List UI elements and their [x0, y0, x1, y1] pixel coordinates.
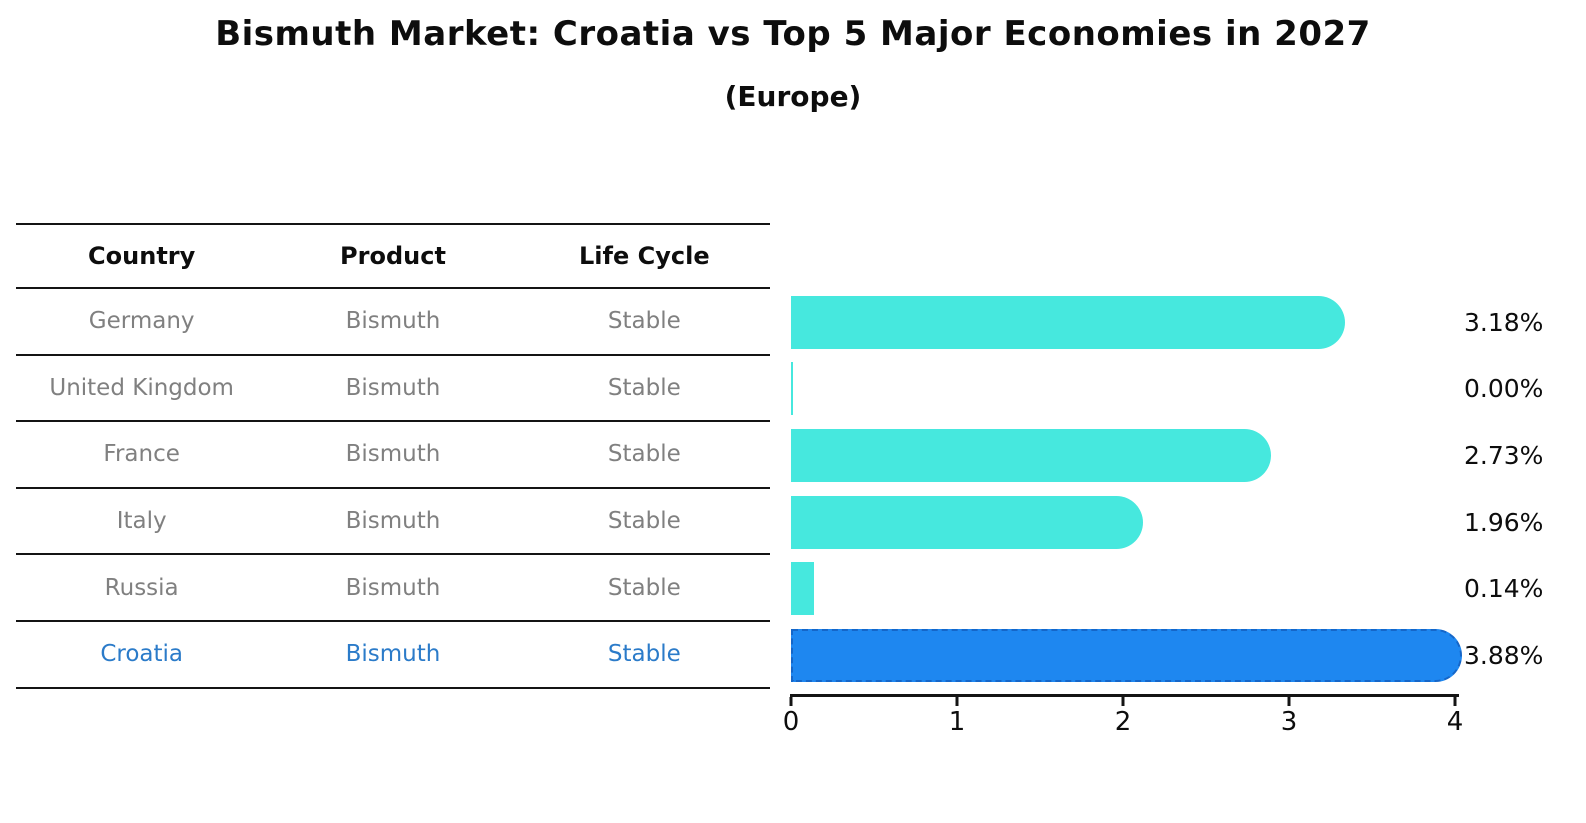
table-header-country: Country [88, 242, 196, 270]
table-row: Russia Bismuth Stable [16, 555, 770, 622]
x-tick-label: 1 [948, 707, 966, 737]
table-cell-country: Germany [88, 308, 195, 335]
bar-value-label: 0.14% [1464, 574, 1544, 604]
table-cell-life-cycle: Stable [607, 308, 681, 335]
table-header-row: Country Product Life Cycle [16, 223, 770, 289]
bar-france [791, 428, 1271, 482]
table-row: Italy Bismuth Stable [16, 489, 770, 556]
table-header-life-cycle: Life Cycle [579, 242, 710, 270]
bar-row: 1.96% [791, 489, 1586, 556]
bar-row: 0.14% [791, 555, 1586, 622]
table-cell-country: France [103, 441, 180, 468]
x-axis-tick [955, 697, 959, 706]
x-axis-line [790, 694, 1459, 697]
table-cell-product: Bismuth [345, 441, 441, 468]
bar-row: 0.00% [791, 356, 1586, 423]
bar-germany [791, 295, 1346, 349]
bars-area: 3.18% 0.00% 2.73% 1.96% 0.14% 3.88% [791, 289, 1586, 689]
bar-row: 3.18% [791, 289, 1586, 356]
table-cell-product: Bismuth [345, 574, 441, 601]
table-row: United Kingdom Bismuth Stable [16, 356, 770, 423]
x-axis-tick [1453, 697, 1457, 706]
x-tick-label: 0 [782, 707, 800, 737]
table-row: Germany Bismuth Stable [16, 289, 770, 356]
x-axis-tick [789, 697, 793, 706]
bar-value-label: 1.96% [1464, 507, 1544, 537]
country-table: Country Product Life Cycle Germany Bismut… [16, 223, 770, 689]
bar-row: 3.88% [791, 622, 1586, 689]
table-cell-country: Russia [104, 574, 179, 601]
table-cell-country: Croatia [100, 641, 183, 668]
chart-subtitle: (Europe) [724, 80, 862, 113]
table-cell-life-cycle: Stable [607, 441, 681, 468]
bar-united-kingdom [791, 362, 793, 416]
table-cell-product: Bismuth [345, 308, 441, 335]
table-header-product: Product [340, 242, 446, 270]
table-cell-life-cycle: Stable [607, 574, 681, 601]
table-cell-product: Bismuth [345, 641, 441, 668]
table-cell-country: Italy [116, 508, 167, 535]
x-axis-tick [1121, 697, 1125, 706]
chart-title: Bismuth Market: Croatia vs Top 5 Major E… [215, 14, 1371, 54]
table-cell-life-cycle: Stable [607, 374, 681, 401]
x-tick-label: 3 [1280, 707, 1298, 737]
table-cell-product: Bismuth [345, 508, 441, 535]
bar-value-label: 3.18% [1464, 307, 1544, 337]
x-tick-label: 4 [1446, 707, 1464, 737]
bar-row: 2.73% [791, 422, 1586, 489]
table-rows: Germany Bismuth Stable United Kingdom Bismut… [16, 289, 770, 689]
bar-russia [791, 562, 815, 616]
bar-italy [791, 495, 1143, 549]
x-tick-label: 2 [1114, 707, 1132, 737]
table-row: France Bismuth Stable [16, 422, 770, 489]
table-cell-life-cycle: Stable [607, 508, 681, 535]
x-axis: 0 1 2 3 4 [783, 694, 1491, 754]
table-cell-product: Bismuth [345, 374, 441, 401]
bar-value-label: 3.88% [1464, 640, 1544, 670]
x-axis-tick [1287, 697, 1291, 706]
table-cell-country: United Kingdom [49, 374, 234, 401]
bar-value-label: 0.00% [1464, 374, 1544, 404]
table-cell-life-cycle: Stable [607, 641, 681, 668]
table-row: Croatia Bismuth Stable [16, 622, 770, 689]
bar-croatia [791, 628, 1462, 682]
bar-value-label: 2.73% [1464, 440, 1544, 470]
